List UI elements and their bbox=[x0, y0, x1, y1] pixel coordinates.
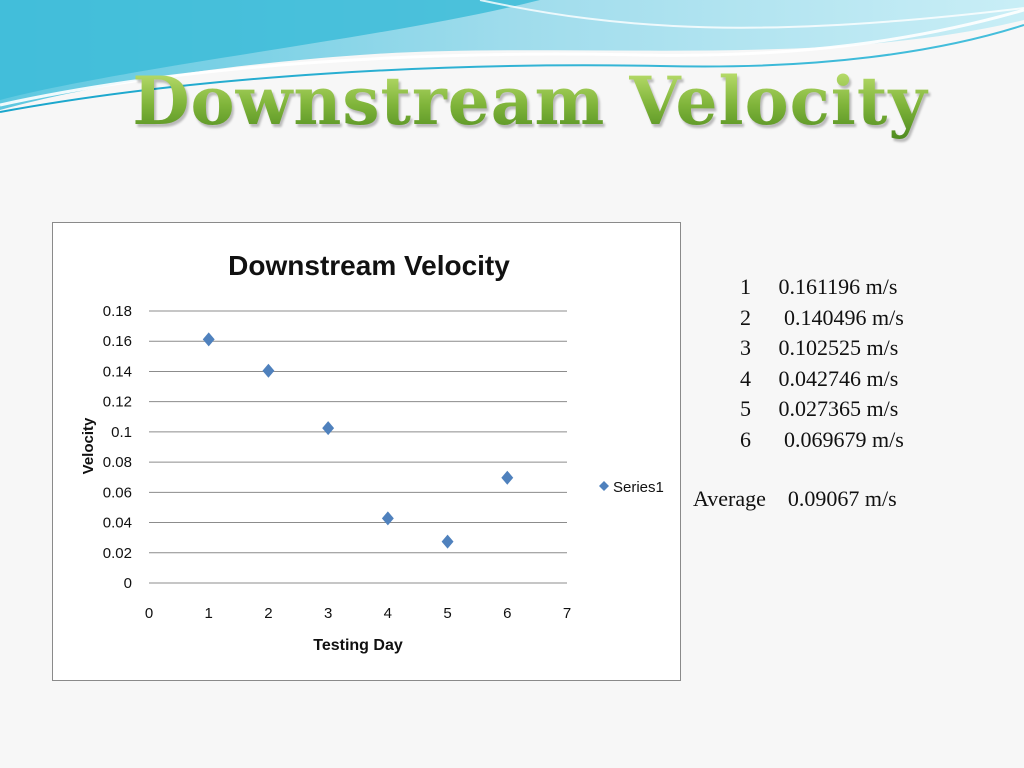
y-tick-label: 0.08 bbox=[103, 454, 132, 471]
day-number: 3 bbox=[740, 335, 751, 360]
x-axis-label: Testing Day bbox=[313, 637, 403, 654]
list-item: 3 0.102525 m/s bbox=[740, 333, 904, 364]
velocity-value: 0.069679 m/s bbox=[778, 426, 904, 452]
legend-marker-icon bbox=[599, 481, 609, 491]
legend-label: Series1 bbox=[613, 479, 664, 496]
legend: Series1 bbox=[599, 479, 664, 496]
header-wave-decoration bbox=[0, 0, 1024, 113]
y-tick-label: 0.06 bbox=[103, 484, 132, 501]
data-point bbox=[202, 332, 215, 347]
y-tick-label: 0.04 bbox=[103, 515, 132, 532]
y-tick-label: 0.1 bbox=[111, 424, 132, 441]
scatter-chart: Downstream Velocity 0 0.02 0.04 0.06 0.08 0.1… bbox=[80, 250, 664, 654]
chart-title: Downstream Velocity bbox=[228, 250, 510, 281]
slide-title: Downstream Velocity bbox=[0, 62, 1024, 140]
x-tick-label: 6 bbox=[503, 605, 511, 622]
day-number: 5 bbox=[740, 396, 751, 421]
data-point bbox=[322, 421, 335, 436]
data-point bbox=[381, 511, 394, 526]
y-axis-label: Velocity bbox=[80, 417, 97, 474]
y-tick-label: 0 bbox=[124, 575, 132, 592]
list-item: 1 0.161196 m/s bbox=[740, 272, 904, 303]
list-item: 4 0.042746 m/s bbox=[740, 364, 904, 395]
x-tick-label: 0 bbox=[145, 605, 153, 622]
day-number: 6 bbox=[740, 426, 751, 452]
x-tick-label: 7 bbox=[563, 605, 571, 622]
y-tick-label: 0.12 bbox=[103, 394, 132, 411]
x-tick-label: 5 bbox=[443, 605, 451, 622]
x-tick-label: 3 bbox=[324, 605, 332, 622]
chart-panel: Downstream Velocity 0 0.02 0.04 0.06 0.08 0.1… bbox=[52, 222, 681, 681]
x-tick-label: 4 bbox=[384, 605, 392, 622]
average-value: 0.09067 m/s bbox=[787, 486, 897, 511]
velocity-value: 0.042746 m/s bbox=[778, 365, 899, 391]
data-point bbox=[501, 470, 514, 485]
x-tick-label: 2 bbox=[264, 605, 272, 622]
average-label: Average bbox=[693, 486, 766, 511]
y-tick-label: 0.18 bbox=[103, 303, 132, 320]
y-tick-label: 0.16 bbox=[103, 333, 132, 350]
velocity-value: 0.102525 m/s bbox=[778, 335, 899, 360]
velocity-value: 0.027365 m/s bbox=[778, 396, 899, 421]
data-point bbox=[262, 363, 275, 378]
x-tick-label: 1 bbox=[205, 605, 213, 622]
average-row: Average 0.09067 m/s bbox=[693, 486, 897, 512]
velocity-value: 0.140496 m/s bbox=[778, 304, 904, 330]
day-number: 4 bbox=[740, 365, 751, 391]
list-item: 5 0.027365 m/s bbox=[740, 394, 904, 425]
y-tick-label: 0.02 bbox=[103, 545, 132, 562]
day-number: 2 bbox=[740, 304, 751, 330]
day-number: 1 bbox=[740, 274, 751, 299]
list-item: 2 0.140496 m/s bbox=[740, 303, 904, 334]
velocity-value: 0.161196 m/s bbox=[778, 274, 898, 299]
velocity-values-list: 1 0.161196 m/s 2 0.140496 m/s 3 0.102525… bbox=[740, 272, 904, 455]
y-tick-label: 0.14 bbox=[103, 363, 132, 380]
data-point bbox=[441, 534, 454, 549]
list-item: 6 0.069679 m/s bbox=[740, 425, 904, 456]
